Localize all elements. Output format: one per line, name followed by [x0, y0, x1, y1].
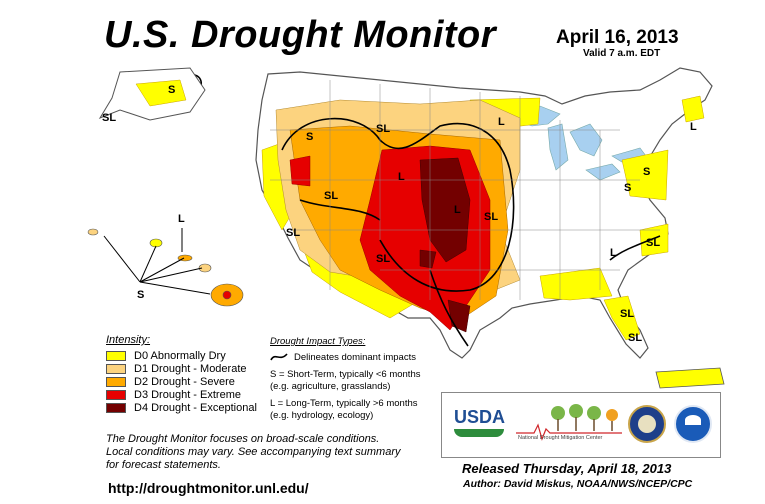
puerto-rico [655, 367, 725, 389]
map-date: April 16, 2013 [556, 27, 679, 48]
note-line: Local conditions may vary. See accompany… [106, 446, 401, 458]
impact-delineate-row: Delineates dominant impacts [270, 352, 420, 364]
impact-title: Drought Impact Types: [270, 336, 366, 347]
legend-label: D2 Drought - Severe [134, 375, 235, 388]
note-line: The Drought Monitor focuses on broad-sca… [106, 433, 380, 445]
great-lakes [511, 105, 647, 181]
hawaii [87, 228, 244, 307]
legend-item: D3 Drought - Extreme [106, 388, 257, 401]
usda-logo: USDA [454, 407, 506, 427]
hawaii-pointers [103, 228, 211, 295]
impact-label: SL [324, 190, 338, 202]
impact-label: L [178, 213, 185, 225]
commerce-seal-inner-icon [638, 415, 656, 433]
state-lines [270, 80, 660, 300]
ndmc-logo [516, 404, 622, 441]
impact-label: SL [620, 308, 634, 320]
impact-label: S [137, 289, 144, 301]
impact-short-1: S = Short-Term, typically <6 months [270, 369, 421, 380]
ndmc-name: National Drought Mitigation Center [518, 435, 603, 441]
legend-label: D3 Drought - Extreme [134, 388, 241, 401]
impact-delineates: Delineates dominant impacts [294, 351, 416, 363]
impact-label: S [624, 182, 631, 194]
impact-label: SL [102, 112, 116, 124]
legend-title: Intensity: [106, 334, 151, 346]
impact-label: L [498, 116, 505, 128]
intensity-legend: Intensity: D0 Abnormally Dry D1 Drought … [106, 334, 257, 414]
author-credit: Author: David Miskus, NOAA/NWS/NCEP/CPC [463, 478, 693, 490]
release-date: Released Thursday, April 18, 2013 [462, 461, 672, 476]
impact-label: SL [376, 123, 390, 135]
conditions-note: The Drought Monitor focuses on broad-sca… [106, 433, 426, 472]
legend-swatch [106, 376, 126, 387]
impact-label: SL [628, 332, 642, 344]
legend-item: D4 Drought - Exceptional [106, 401, 257, 414]
impact-legend: Drought Impact Types: Delineates dominan… [270, 336, 420, 421]
impact-label: S [306, 131, 313, 143]
impact-long-2: (e.g. hydrology, ecology) [270, 409, 374, 421]
impact-label: L [454, 204, 461, 216]
legend-label: D4 Drought - Exceptional [134, 401, 257, 414]
impact-short-2: (e.g. agriculture, grasslands) [270, 380, 391, 392]
impact-long-1: L = Long-Term, typically >6 months [270, 398, 418, 409]
impact-label: S [643, 166, 650, 178]
legend-item: D2 Drought - Severe [106, 375, 257, 388]
impact-label: L [610, 247, 617, 259]
valid-time: Valid 7 a.m. EDT [583, 48, 661, 59]
legend-swatch [106, 363, 126, 374]
legend-item: D1 Drought - Moderate [106, 362, 257, 375]
legend-label: D0 Abnormally Dry [134, 349, 226, 362]
legend-swatch [106, 389, 126, 400]
boundary-line-icon [270, 353, 288, 361]
impact-label: S [168, 84, 175, 96]
usda-swoosh [454, 429, 504, 437]
legend-label: D1 Drought - Moderate [134, 362, 247, 375]
note-line: for forecast statements. [106, 459, 221, 471]
agency-logos-box: USDA National Drought Mitigation Center [441, 392, 721, 458]
impact-label: SL [646, 237, 660, 249]
impact-label: SL [484, 211, 498, 223]
noaa-bird-icon [685, 415, 701, 425]
legend-swatch [106, 350, 126, 361]
impact-label: L [398, 171, 405, 183]
impact-label-group: S SL SL SL L S SL L SL L SL L S S SL L S… [102, 84, 697, 344]
alaska-d0 [135, 79, 187, 107]
impact-label: SL [376, 253, 390, 265]
page-title: U.S. Drought Monitor [104, 14, 497, 56]
impact-label: L [690, 121, 697, 133]
legend-item: D0 Abnormally Dry [106, 349, 257, 362]
site-url-link[interactable]: http://droughtmonitor.unl.edu/ [108, 480, 309, 496]
impact-label: SL [286, 227, 300, 239]
legend-swatch [106, 402, 126, 413]
